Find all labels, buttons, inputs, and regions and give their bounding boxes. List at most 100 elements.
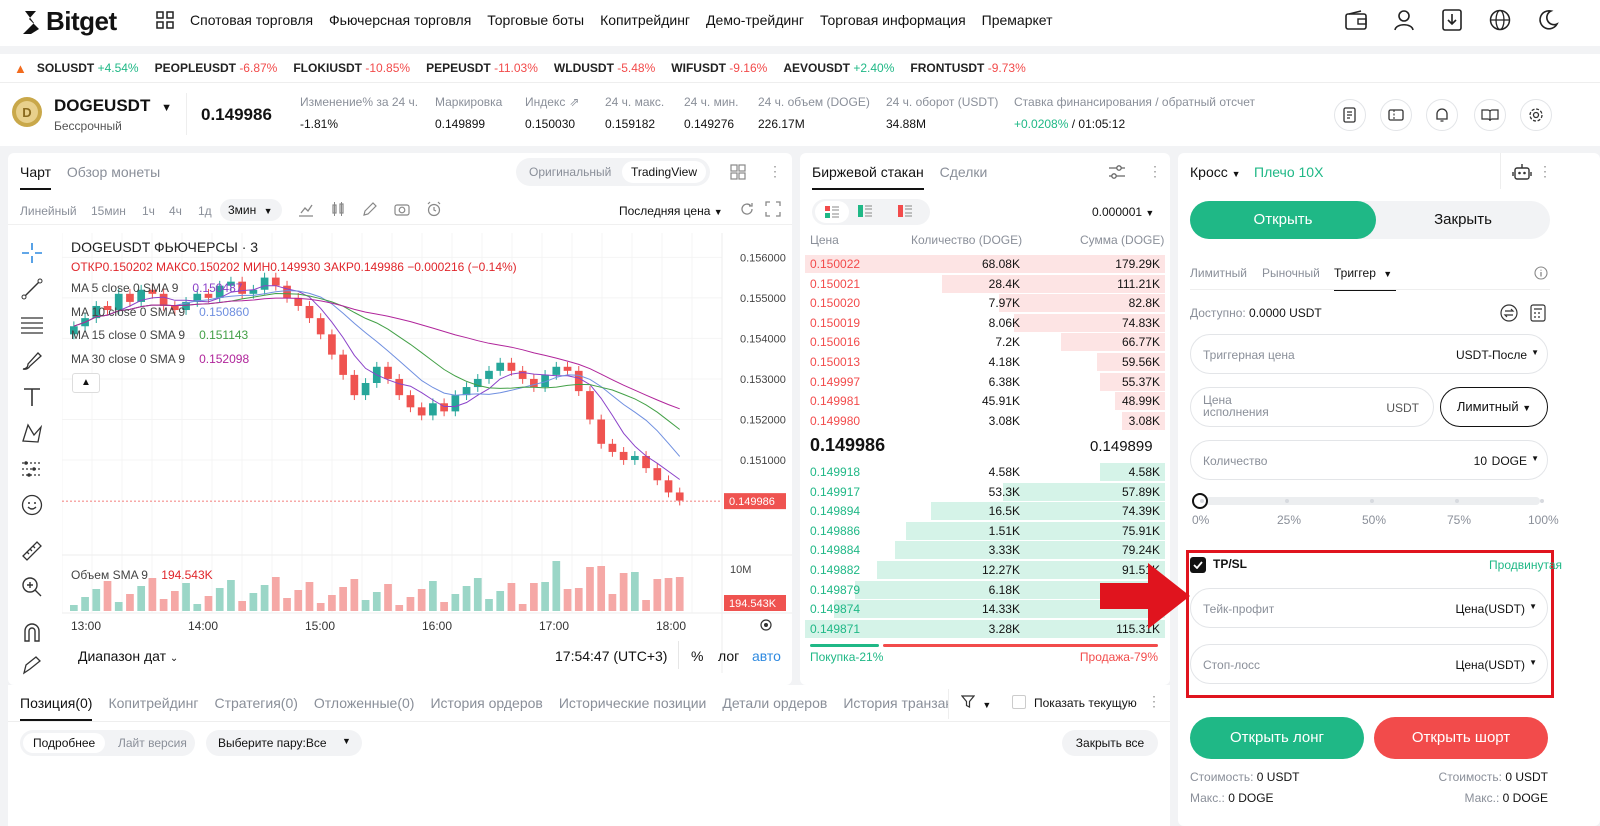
stop-loss-field[interactable]: Стоп-лосс Цена(USDT) ▼ <box>1190 644 1548 684</box>
orderbook-row[interactable]: 0.149871 3.28K 115.31K <box>805 619 1165 638</box>
positions-tab[interactable]: Позиция(0) <box>20 695 93 721</box>
bitget-logo[interactable]: Bitget <box>22 6 117 37</box>
open-long-button[interactable]: Открыть лонг <box>1190 717 1364 759</box>
prediction-icon[interactable] <box>20 457 44 481</box>
pair-filter-select[interactable]: Выберите пару:Все ▼ <box>206 730 362 756</box>
tpsl-checkbox[interactable] <box>1190 557 1206 573</box>
precision-select[interactable]: 0.000001 ▼ <box>1092 205 1154 219</box>
wallet-icon[interactable] <box>1344 8 1368 32</box>
settings-gear-icon[interactable] <box>1520 99 1552 131</box>
view-asks-icon[interactable] <box>898 205 912 220</box>
nav-copytrading[interactable]: Копитрейдинг <box>600 12 691 28</box>
interval-1h[interactable]: 1ч <box>142 204 155 218</box>
close-all-button[interactable]: Закрыть все <box>1062 730 1158 756</box>
quantity-field[interactable]: Количество 10 DOGE ▼ <box>1190 440 1548 480</box>
orderbook-row[interactable]: 0.149917 53.3K 57.89K <box>805 482 1165 501</box>
orderbook-row[interactable]: 0.149980 3.08K 3.08K <box>805 411 1165 430</box>
text-tool-icon[interactable] <box>20 385 44 409</box>
quantity-unit-select[interactable]: DOGE <box>1491 454 1527 468</box>
pattern-icon[interactable] <box>20 421 44 445</box>
orderbook-row[interactable]: 0.149879 6.18K <box>805 580 1165 599</box>
refresh-icon[interactable] <box>739 201 755 220</box>
exec-type-select[interactable]: Лимитный ▼ <box>1440 387 1548 427</box>
orderbook-row[interactable]: 0.150021 28.4K 111.21K <box>805 274 1165 293</box>
tpsl-advanced-link[interactable]: Продвинутая <box>1489 558 1562 572</box>
tp-unit-select[interactable]: Цена(USDT) <box>1455 602 1525 616</box>
ticket-icon[interactable] <box>1380 99 1412 131</box>
margin-mode-select[interactable]: Кросс ▼ <box>1190 164 1241 180</box>
nav-premarket[interactable]: Премаркет <box>981 12 1053 28</box>
trigger-price-field[interactable]: Триггерная цена USDT-После ▼ <box>1190 334 1548 374</box>
order-type-trigger[interactable]: Триггер ▼ <box>1334 266 1396 291</box>
zoom-in-icon[interactable] <box>20 575 44 599</box>
download-icon[interactable] <box>1440 8 1464 32</box>
tab-orderbook[interactable]: Биржевой стакан <box>812 164 924 190</box>
interval-15m[interactable]: 15мин <box>91 204 126 218</box>
nav-trading-info[interactable]: Торговая информация <box>820 12 966 28</box>
positions-tab[interactable]: Копитрейдинг <box>108 695 199 711</box>
view-both-icon[interactable] <box>815 201 849 223</box>
positions-tab[interactable]: Отложенные(0) <box>313 695 415 711</box>
crosshair-icon[interactable] <box>20 241 44 265</box>
layout-grid-icon[interactable] <box>730 164 746 183</box>
scale-log[interactable]: лог <box>718 648 740 664</box>
orderbook-row[interactable]: 0.149894 16.5K 74.39K <box>805 501 1165 521</box>
sl-unit-select[interactable]: Цена(USDT) <box>1455 658 1525 672</box>
book-icon[interactable] <box>1474 99 1506 131</box>
nav-futures[interactable]: Фьючерсная торговля <box>329 12 472 28</box>
open-short-button[interactable]: Открыть шорт <box>1374 717 1548 759</box>
alert-bell-icon[interactable] <box>1426 99 1458 131</box>
orderbook-row[interactable]: 0.150020 7.97K 82.8K <box>805 293 1165 313</box>
close-tab[interactable]: Закрыть <box>1434 211 1492 228</box>
positions-tab[interactable]: Стратегия(0) <box>214 695 298 711</box>
orderbook-row[interactable]: 0.150022 68.08K 179.29K <box>805 254 1165 273</box>
detail-view-button[interactable]: Подробнее <box>23 733 106 753</box>
date-range-select[interactable]: Диапазон дат ⌄ <box>78 648 178 664</box>
ticker-item[interactable]: WIFUSDT -9.16% <box>671 61 767 75</box>
nav-bots[interactable]: Торговые боты <box>487 12 585 28</box>
tab-coin-overview[interactable]: Обзор монеты <box>66 164 161 180</box>
price-type-select[interactable]: Последняя цена ▼ <box>619 204 723 218</box>
indicator-icon[interactable] <box>298 201 314 220</box>
lock-drawing-icon[interactable] <box>20 655 44 679</box>
price-chart-canvas[interactable]: 0.156000 0.155000 0.154000 0.153000 0.152000… <box>62 233 792 673</box>
ticker-item[interactable]: WLDUSDT -5.48% <box>554 61 655 75</box>
drag-handle-icon[interactable]: ⋮ <box>1538 163 1552 179</box>
robot-icon[interactable] <box>1512 163 1532 184</box>
draw-pencil-icon[interactable] <box>362 201 378 220</box>
tab-trades[interactable]: Сделки <box>939 164 988 180</box>
order-type-market[interactable]: Рыночный <box>1262 266 1320 280</box>
view-bids-icon[interactable] <box>858 205 872 220</box>
dark-mode-icon[interactable] <box>1536 8 1560 32</box>
axis-settings-icon[interactable] <box>760 619 772 631</box>
trigger-unit-select[interactable]: USDT-После <box>1456 348 1527 362</box>
orderbook-row[interactable]: 0.149997 6.38K 55.37K <box>805 372 1165 391</box>
tab-chart[interactable]: Чарт <box>20 164 52 190</box>
drag-handle-icon[interactable]: ⋮ <box>1148 163 1162 179</box>
leverage-button[interactable]: Плечо 10X <box>1254 164 1324 180</box>
orderbook-row[interactable]: 0.149981 45.91K 48.99K <box>805 391 1165 411</box>
positions-tab[interactable]: Детали ордеров <box>722 695 828 711</box>
camera-icon[interactable] <box>394 201 410 220</box>
positions-tab[interactable]: История транзакц <box>843 695 948 711</box>
ruler-icon[interactable] <box>20 539 44 563</box>
emoji-icon[interactable] <box>20 493 44 517</box>
orderbook-row[interactable]: 0.149874 14.33K <box>805 599 1165 619</box>
ticker-item[interactable]: FRONTUSDT -9.73% <box>910 61 1025 75</box>
interval-1d[interactable]: 1д <box>198 204 212 218</box>
positions-tab[interactable]: История ордеров <box>430 695 543 711</box>
open-tab[interactable]: Открыть <box>1190 201 1376 239</box>
pair-selector[interactable]: DOGEUSDT ▼ <box>54 96 172 116</box>
filter-sliders-icon[interactable] <box>1108 163 1126 184</box>
show-current-checkbox[interactable] <box>1012 695 1026 709</box>
orderbook-row[interactable]: 0.149886 1.51K 75.91K <box>805 521 1165 540</box>
orderbook-row[interactable]: 0.150016 7.2K 66.77K <box>805 332 1165 352</box>
collapse-legend-button[interactable]: ▲ <box>72 373 100 393</box>
globe-icon[interactable] <box>1488 8 1512 32</box>
view-original[interactable]: Оригинальный <box>529 165 612 179</box>
trend-line-icon[interactable] <box>20 277 44 301</box>
lite-view-button[interactable]: Лайт версия <box>118 736 187 750</box>
transfer-icon[interactable] <box>1500 304 1518 325</box>
interval-4h[interactable]: 4ч <box>169 204 182 218</box>
ticker-item[interactable]: PEPEUSDT -11.03% <box>426 61 538 75</box>
